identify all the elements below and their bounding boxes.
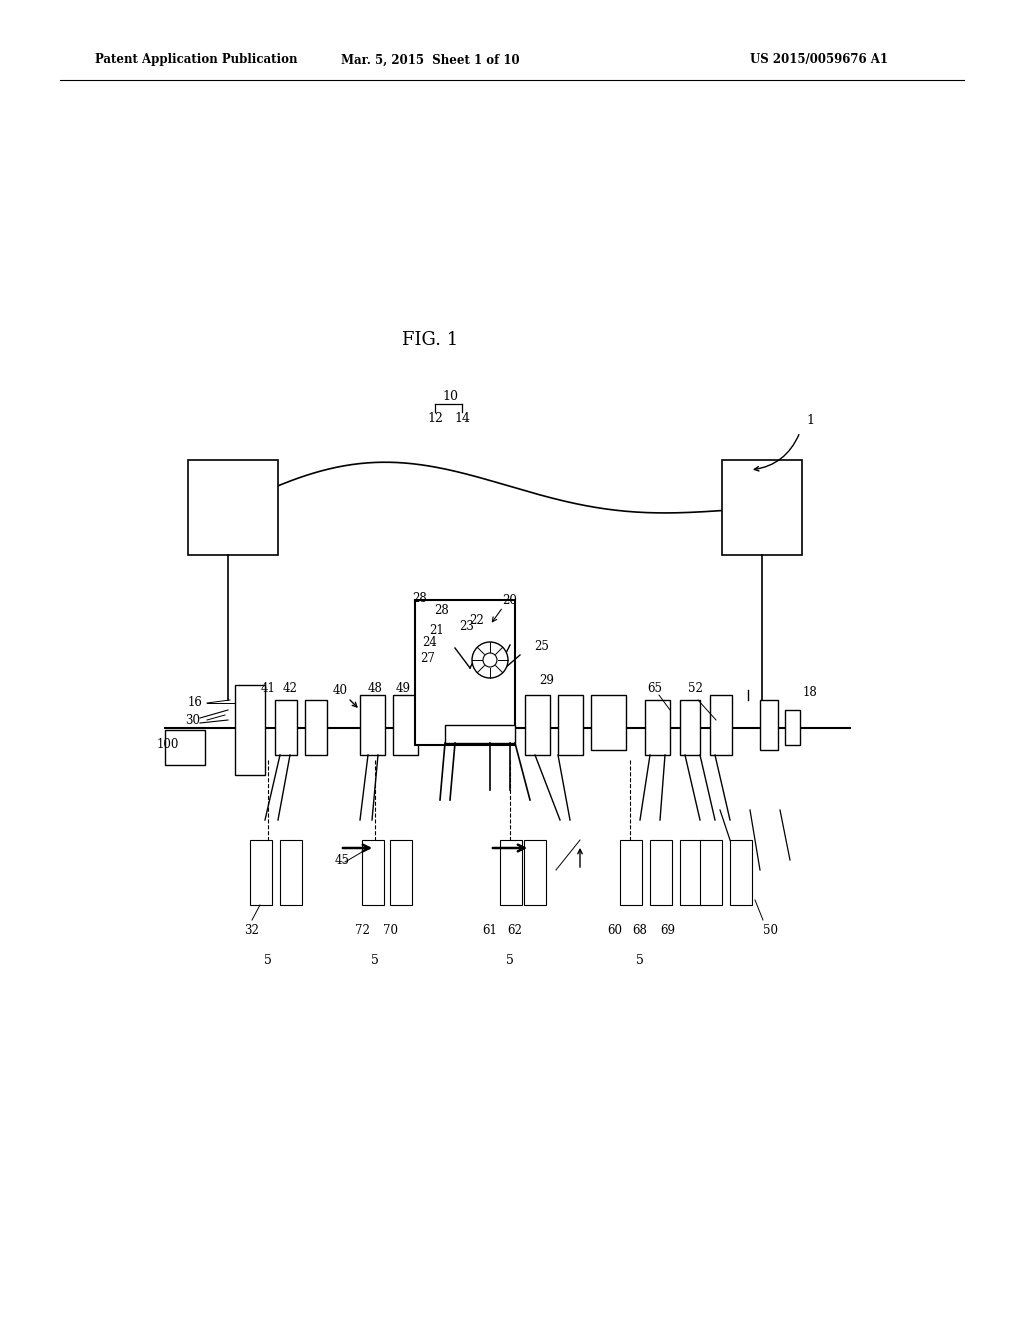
Circle shape (483, 653, 497, 667)
Text: 16: 16 (187, 697, 203, 710)
Text: 62: 62 (508, 924, 522, 936)
Bar (165, 730, 205, 766)
Text: 5: 5 (371, 953, 379, 966)
Text: 69: 69 (660, 924, 676, 936)
Bar (722, 459, 802, 554)
Text: 21: 21 (430, 623, 444, 636)
Text: 45: 45 (335, 854, 349, 866)
Text: 52: 52 (687, 682, 702, 696)
Bar (710, 696, 732, 755)
Bar (305, 700, 327, 755)
Bar (280, 840, 302, 906)
Text: 5: 5 (636, 953, 644, 966)
Bar (250, 840, 272, 906)
Text: 14: 14 (454, 412, 470, 425)
Bar (524, 840, 546, 906)
Text: 49: 49 (395, 682, 411, 696)
Text: 28: 28 (413, 591, 427, 605)
Text: 5: 5 (506, 953, 514, 966)
Bar (360, 696, 385, 755)
Bar (760, 700, 778, 750)
Text: 25: 25 (535, 640, 550, 653)
Text: 100: 100 (157, 738, 179, 751)
Bar (188, 459, 278, 554)
Bar (620, 840, 642, 906)
Bar (275, 700, 297, 755)
Bar (234, 685, 265, 775)
Bar (730, 840, 752, 906)
Text: 68: 68 (633, 924, 647, 936)
Text: 18: 18 (803, 685, 817, 698)
Text: 70: 70 (383, 924, 397, 936)
Text: 22: 22 (470, 614, 484, 627)
Text: 72: 72 (354, 924, 370, 936)
Text: 65: 65 (647, 682, 663, 696)
Bar (785, 710, 800, 744)
Bar (650, 840, 672, 906)
Text: 5: 5 (264, 953, 272, 966)
Bar (680, 700, 700, 755)
Bar (362, 840, 384, 906)
Bar (390, 840, 412, 906)
Bar (393, 696, 418, 755)
Text: 61: 61 (482, 924, 498, 936)
Bar (680, 840, 702, 906)
Text: 32: 32 (245, 924, 259, 936)
Circle shape (472, 642, 508, 678)
Bar (591, 696, 626, 750)
Text: Mar. 5, 2015  Sheet 1 of 10: Mar. 5, 2015 Sheet 1 of 10 (341, 54, 519, 66)
Text: US 2015/0059676 A1: US 2015/0059676 A1 (750, 54, 888, 66)
Text: 24: 24 (423, 636, 437, 649)
Text: 12: 12 (427, 412, 443, 425)
Text: 40: 40 (333, 684, 347, 697)
Text: 10: 10 (442, 389, 458, 403)
Text: 1: 1 (806, 413, 814, 426)
Text: 48: 48 (368, 682, 382, 696)
Bar (525, 696, 550, 755)
Text: 27: 27 (421, 652, 435, 664)
Text: Patent Application Publication: Patent Application Publication (95, 54, 298, 66)
Text: FIG. 1: FIG. 1 (401, 331, 458, 348)
Text: 30: 30 (185, 714, 201, 726)
Bar (445, 725, 515, 743)
Text: 20: 20 (503, 594, 517, 606)
Text: 41: 41 (260, 682, 275, 696)
Text: 42: 42 (283, 682, 297, 696)
Text: 28: 28 (434, 603, 450, 616)
Text: 60: 60 (607, 924, 623, 936)
Bar (700, 840, 722, 906)
Text: 50: 50 (763, 924, 777, 936)
Bar (500, 840, 522, 906)
Text: 23: 23 (460, 620, 474, 634)
Bar (558, 696, 583, 755)
Bar (645, 700, 670, 755)
Bar (415, 601, 515, 744)
Text: 29: 29 (540, 673, 554, 686)
